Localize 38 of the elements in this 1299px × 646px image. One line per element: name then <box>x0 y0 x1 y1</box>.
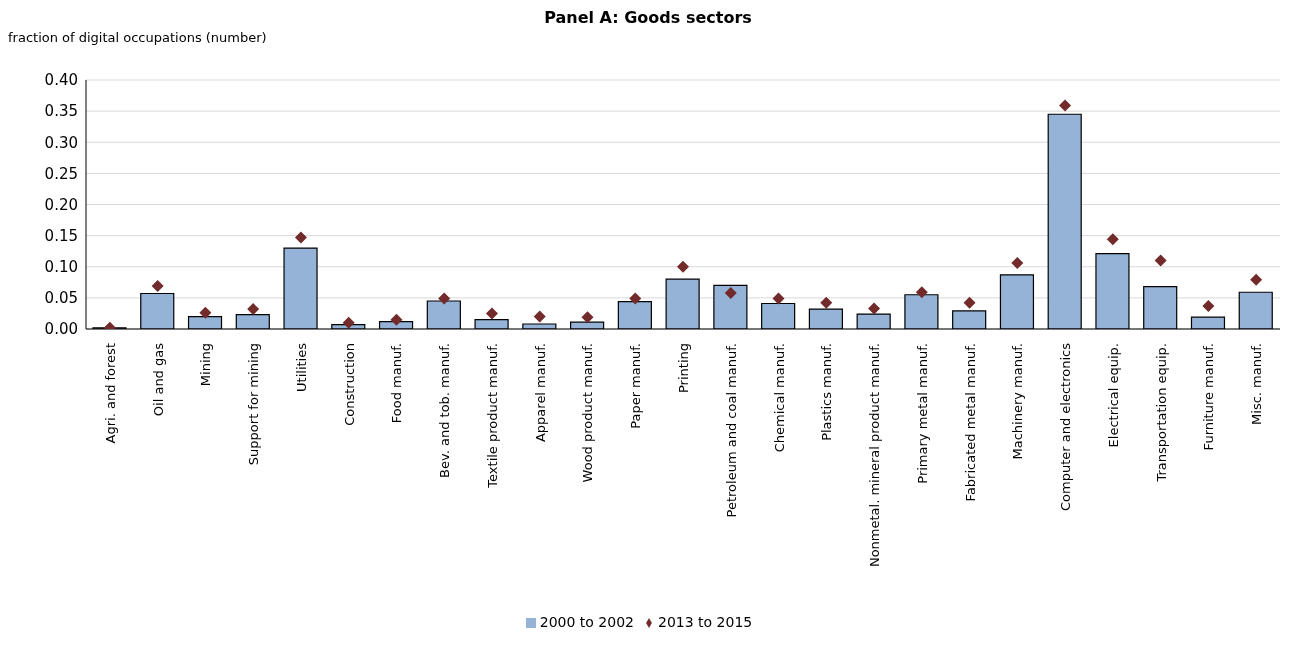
x-tick-label: Mining <box>198 343 214 387</box>
y-tick-label: 0.20 <box>44 195 78 214</box>
x-tick-label: Nonmetal. mineral product manuf. <box>867 343 883 568</box>
x-tick-label: Primary metal manuf. <box>914 343 930 484</box>
x-tick-label: Food manuf. <box>389 343 405 424</box>
x-tick-label: Textile product manuf. <box>484 343 500 489</box>
x-tick-label: Wood product manuf. <box>580 343 596 483</box>
x-tick-label: Oil and gas <box>150 342 166 417</box>
y-axis-title: fraction of digital occupations (number) <box>8 30 268 47</box>
x-tick-label: Petroleum and coal manuf. <box>723 343 739 518</box>
legend-label: 2000 to 2002 <box>539 614 634 630</box>
x-tick-label: Bev. and tob. manuf. <box>437 343 453 478</box>
y-tick-label: 0.15 <box>44 226 78 245</box>
y-tick-label: 0.10 <box>44 258 78 277</box>
x-tick-label: Printing <box>676 343 691 394</box>
x-tick-label: Utilities <box>293 342 309 392</box>
x-tick-label: Machinery manuf. <box>1010 343 1026 460</box>
x-tick-label: Plastics manuf. <box>819 343 835 441</box>
x-tick-label: Apparel manuf. <box>532 343 548 443</box>
x-tick-label: Agri. and forest <box>102 343 118 444</box>
y-tick-label: 0.30 <box>44 133 78 152</box>
y-tick-label: 0.05 <box>44 289 78 308</box>
chart-title: Panel A: Goods sectors <box>543 8 753 29</box>
y-tick-label: 0.00 <box>44 320 78 339</box>
x-tick-label: Paper manuf. <box>628 343 644 429</box>
x-tick-label: Misc. manuf. <box>1249 343 1265 425</box>
x-tick-label: Chemical manuf. <box>771 343 787 453</box>
x-tick-label: Construction <box>341 343 357 426</box>
x-tick-label: Fabricated metal manuf. <box>962 343 978 502</box>
legend-label: 2013 to 2015 <box>658 614 753 630</box>
y-tick-label: 0.35 <box>44 102 78 121</box>
x-tick-label: Computer and electronics <box>1058 342 1074 511</box>
y-tick-label: 0.40 <box>44 71 78 90</box>
x-tick-label: Furniture manuf. <box>1201 343 1217 451</box>
x-tick-label: Support for mining <box>246 343 262 466</box>
y-tick-label: 0.25 <box>44 164 78 183</box>
x-tick-label: Electrical equip. <box>1105 343 1121 448</box>
x-tick-label: Transportation equip. <box>1153 343 1169 483</box>
